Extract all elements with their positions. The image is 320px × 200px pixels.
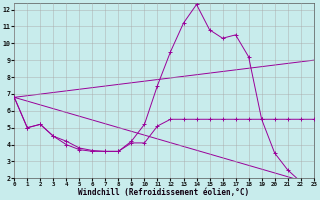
X-axis label: Windchill (Refroidissement éolien,°C): Windchill (Refroidissement éolien,°C) <box>78 188 250 197</box>
